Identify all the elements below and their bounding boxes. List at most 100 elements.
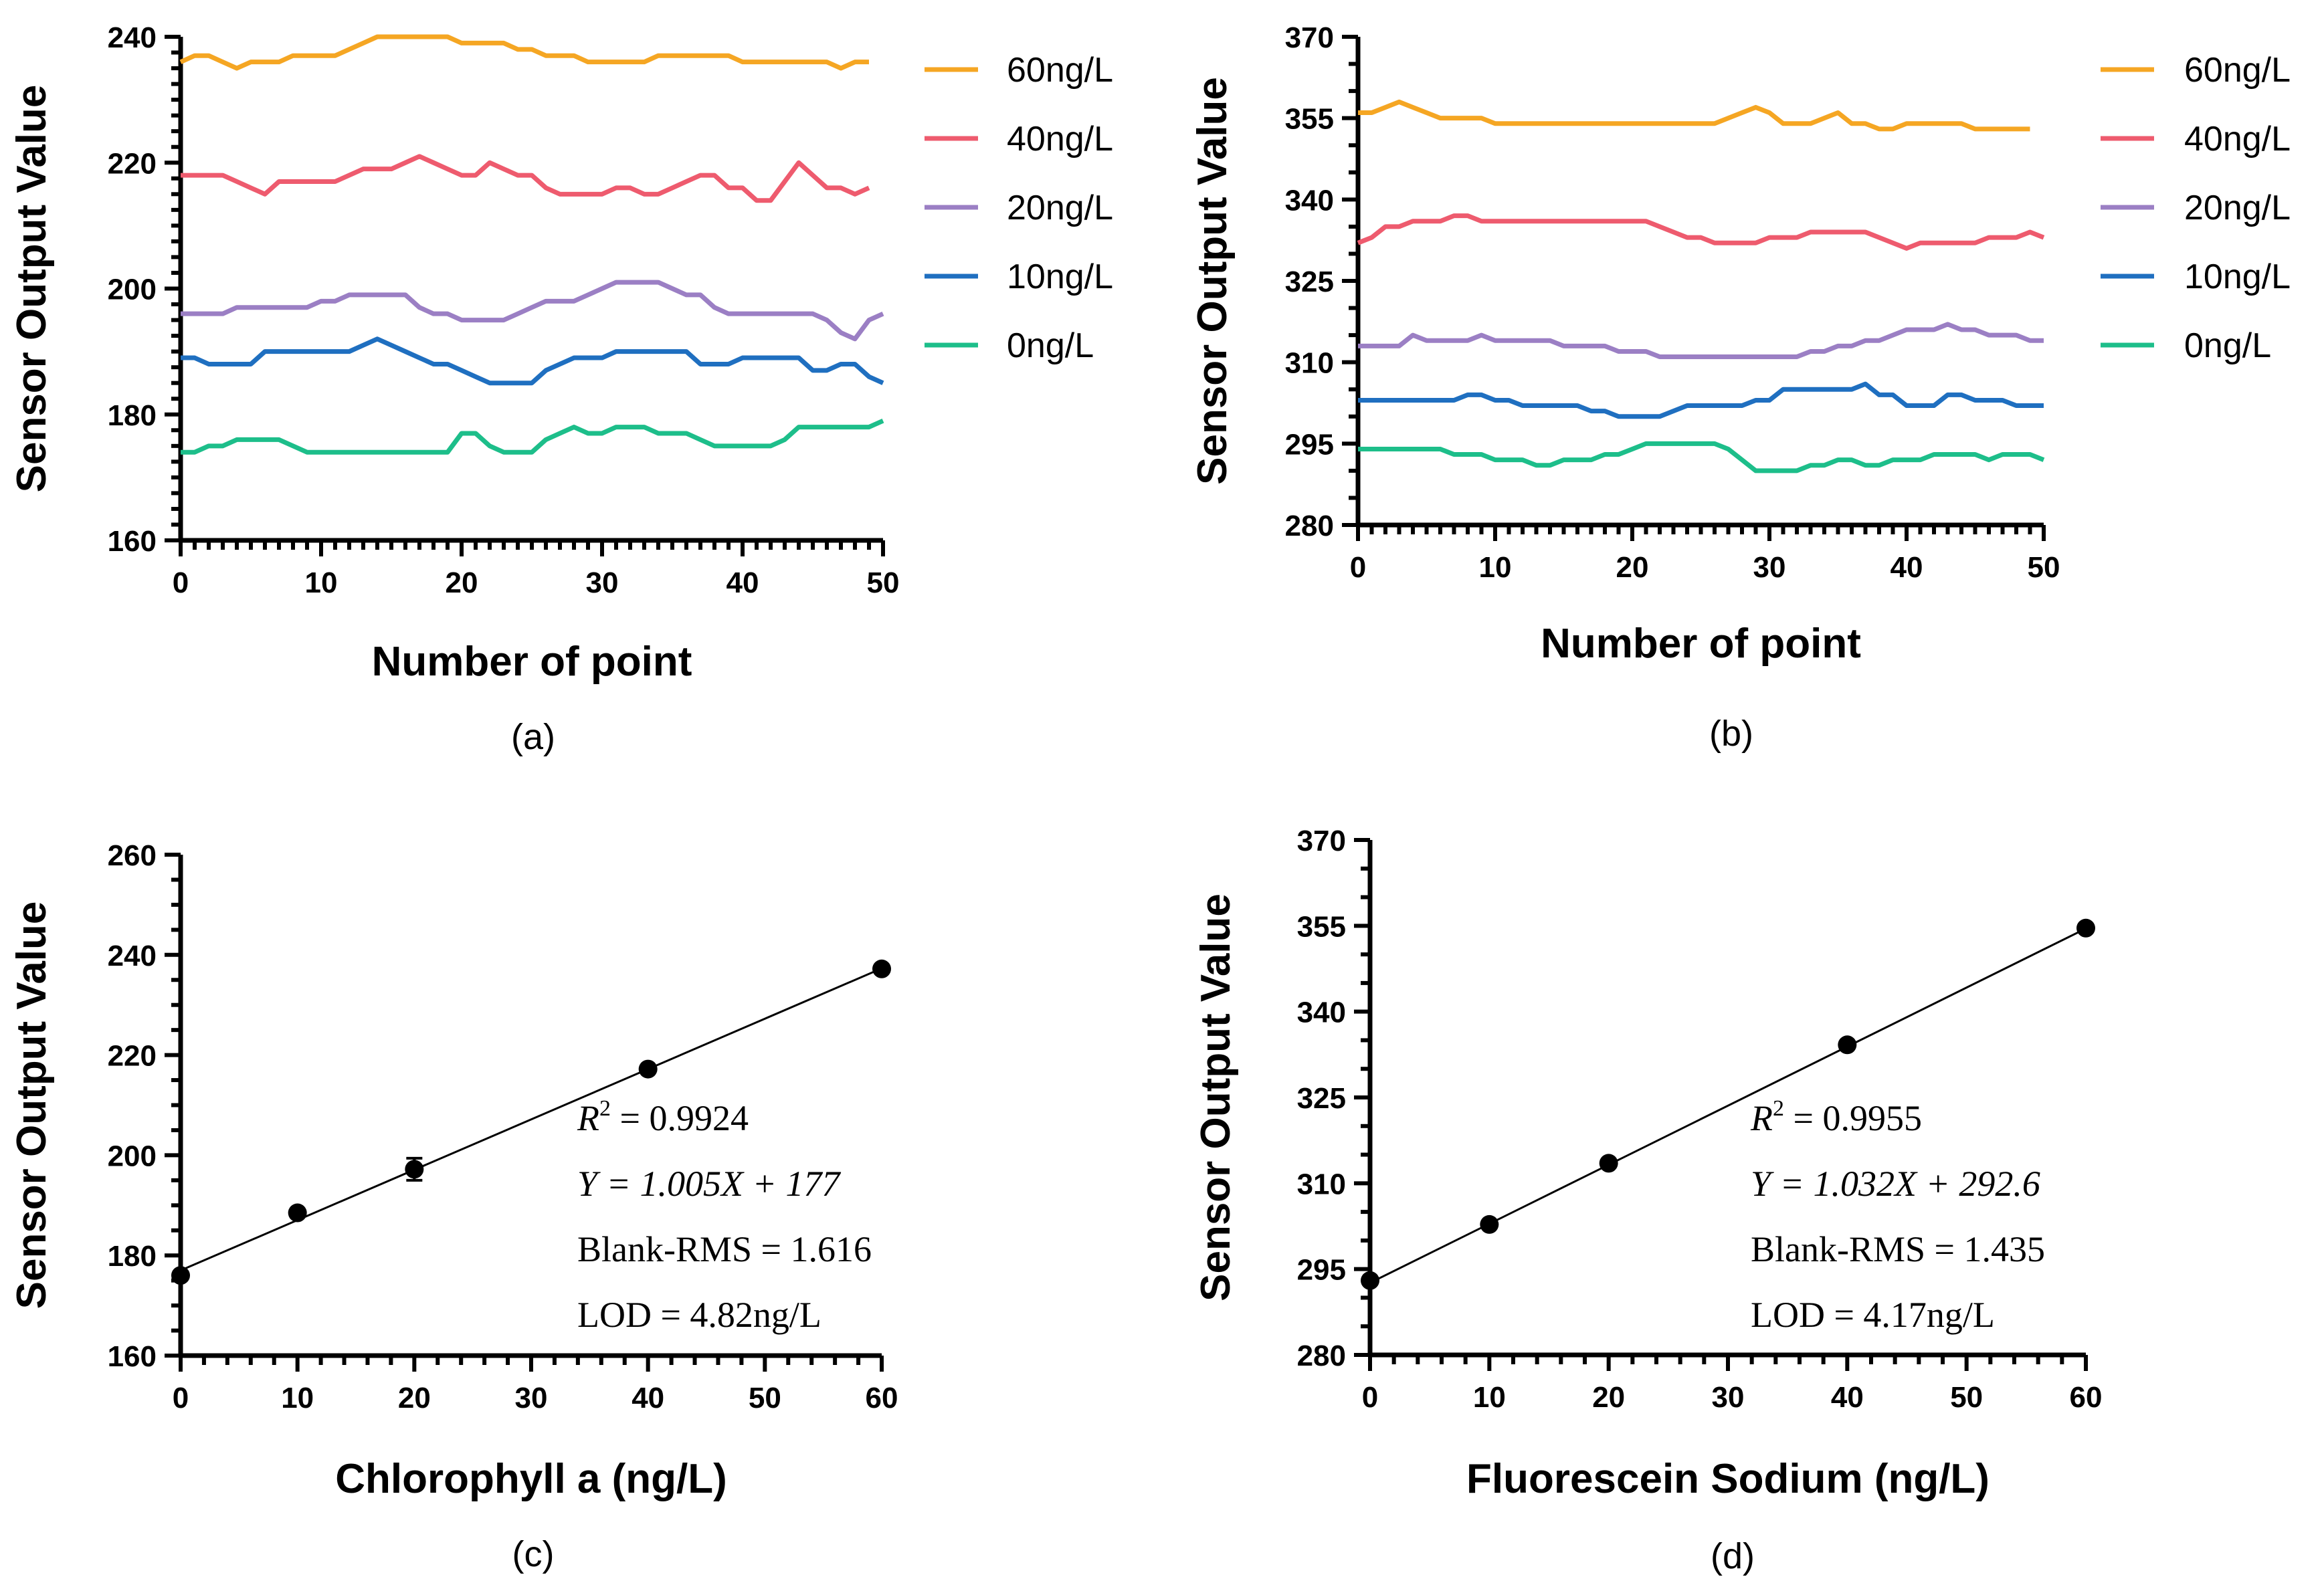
y-axis-title: Sensor Output Value xyxy=(1193,893,1239,1301)
panel-d: 0 10 20 30 40 50 60 280 295 310 325 340 355 370 Fluore… xyxy=(1193,825,2102,1576)
panel-label: (a) xyxy=(511,717,555,757)
x-tick-label: 10 xyxy=(1473,1381,1506,1414)
x-tick-label: 20 xyxy=(1592,1381,1625,1414)
x-tick-label: 0 xyxy=(1350,551,1366,584)
data-point xyxy=(872,959,891,978)
y-axis-title: Sensor Output Value xyxy=(9,85,55,493)
panel-label: (d) xyxy=(1711,1536,1755,1576)
series-line-0ng/L xyxy=(1358,441,2045,473)
lod-annotation: LOD = 4.17ng/L xyxy=(1751,1295,1995,1335)
y-tick-label: 370 xyxy=(1285,21,1334,54)
x-tick-label: 50 xyxy=(1950,1381,1983,1414)
x-tick-label: 20 xyxy=(1616,551,1649,584)
legend-label: 10ng/L xyxy=(1007,257,1113,296)
r-superscript: 2 xyxy=(1773,1096,1784,1121)
y-tick-label: 295 xyxy=(1297,1254,1346,1287)
x-tick-label: 0 xyxy=(1362,1381,1378,1414)
y-tick-label: 200 xyxy=(108,274,157,306)
legend-label: 0ng/L xyxy=(2184,326,2271,365)
x-axis-title: Number of point xyxy=(1541,621,1861,667)
x-tick-label: 40 xyxy=(632,1382,664,1414)
legend-label: 40ng/L xyxy=(1007,120,1113,158)
r-symbol: R xyxy=(577,1098,599,1138)
panel-label: (c) xyxy=(512,1534,555,1574)
data-point xyxy=(2076,918,2095,938)
x-tick-label: 20 xyxy=(398,1382,431,1414)
legend-label: 20ng/L xyxy=(1007,189,1113,227)
panel-a: 0 10 20 30 40 50 160 180 200 220 240 Number of poin… xyxy=(9,21,1113,757)
panel-c: 0 10 20 30 40 50 60 160 180 200 220 240 260 Chlorophy… xyxy=(9,839,898,1574)
fit-line xyxy=(180,967,882,1272)
x-axis-title: Number of point xyxy=(372,639,692,685)
data-point xyxy=(171,1266,190,1285)
series-line-0ng/L xyxy=(181,418,884,455)
lod-annotation: LOD = 4.82ng/L xyxy=(577,1295,821,1335)
r-value: = 0.9955 xyxy=(1784,1098,1922,1138)
legend-label: 10ng/L xyxy=(2184,257,2291,296)
y-tick-label: 220 xyxy=(108,1040,157,1073)
y-tick-label: 340 xyxy=(1297,996,1346,1029)
r-superscript: 2 xyxy=(599,1096,611,1121)
x-tick-label: 60 xyxy=(866,1382,898,1414)
x-axis-title: Chlorophyll a (ng/L) xyxy=(335,1456,727,1502)
y-tick-label: 325 xyxy=(1297,1082,1346,1115)
y-tick-label: 280 xyxy=(1285,510,1334,542)
x-tick-label: 0 xyxy=(173,566,189,599)
legend-label: 60ng/L xyxy=(2184,51,2291,90)
data-point xyxy=(1361,1271,1379,1290)
fit-equation: Y = 1.032X + 292.6 xyxy=(1751,1164,2040,1204)
y-tick-label: 310 xyxy=(1297,1168,1346,1200)
series-line-20ng/L xyxy=(181,280,884,342)
series-line-40ng/L xyxy=(1357,213,2045,251)
fit-equation: Y = 1.005X + 177 xyxy=(577,1164,841,1204)
y-tick-label: 220 xyxy=(108,147,157,180)
x-tick-label: 30 xyxy=(586,566,619,599)
x-tick-label: 50 xyxy=(2028,551,2060,584)
x-tick-label: 30 xyxy=(1753,551,1786,584)
y-tick-label: 325 xyxy=(1285,266,1334,298)
data-point xyxy=(1480,1214,1499,1234)
series-line-10ng/L xyxy=(1358,381,2044,419)
x-tick-label: 40 xyxy=(727,566,759,599)
x-tick-label: 0 xyxy=(173,1382,189,1414)
y-tick-label: 340 xyxy=(1285,184,1334,217)
x-tick-label: 40 xyxy=(1831,1381,1864,1414)
data-point xyxy=(288,1203,307,1223)
blank-rms-annotation: Blank-RMS = 1.435 xyxy=(1751,1229,2045,1269)
x-tick-label: 50 xyxy=(867,566,900,599)
series-line-60ng/L xyxy=(179,34,869,71)
data-point xyxy=(405,1160,424,1179)
y-tick-label: 280 xyxy=(1297,1340,1346,1372)
y-axis-title: Sensor Output Value xyxy=(9,901,55,1309)
y-tick-label: 160 xyxy=(108,525,157,558)
y-tick-label: 295 xyxy=(1285,428,1334,461)
series-line-10ng/L xyxy=(181,336,884,386)
series-line-60ng/L xyxy=(1358,99,2030,132)
y-tick-label: 260 xyxy=(108,839,157,872)
legend-label: 0ng/L xyxy=(1007,326,1094,365)
data-point xyxy=(638,1059,658,1079)
x-tick-label: 60 xyxy=(2070,1381,2103,1414)
y-tick-label: 200 xyxy=(108,1140,157,1172)
x-tick-label: 40 xyxy=(1891,551,1923,584)
y-tick-label: 355 xyxy=(1297,910,1346,943)
y-tick-label: 355 xyxy=(1285,103,1334,136)
y-tick-label: 310 xyxy=(1285,347,1334,380)
x-tick-label: 20 xyxy=(446,566,478,599)
r-value: = 0.9924 xyxy=(611,1098,749,1138)
legend-label: 60ng/L xyxy=(1007,51,1113,90)
y-tick-label: 240 xyxy=(108,940,157,972)
x-axis-title: Fluorescein Sodium (ng/L) xyxy=(1466,1456,1990,1502)
series-line-40ng/L xyxy=(181,154,870,203)
panel-b: 0 10 20 30 40 50 280 295 310 325 340 355 370 Number o… xyxy=(1189,21,2291,754)
x-tick-label: 30 xyxy=(515,1382,548,1414)
y-tick-label: 180 xyxy=(108,1240,157,1273)
r-symbol: R xyxy=(1750,1098,1773,1138)
panel-label: (b) xyxy=(1709,714,1753,754)
y-tick-label: 370 xyxy=(1297,825,1346,857)
y-tick-label: 160 xyxy=(108,1340,157,1373)
y-tick-label: 180 xyxy=(108,399,157,432)
r-squared-annotation: R2 = 0.9924 xyxy=(577,1096,749,1138)
blank-rms-annotation: Blank-RMS = 1.616 xyxy=(577,1229,872,1269)
